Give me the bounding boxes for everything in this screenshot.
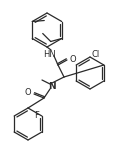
Text: HN: HN <box>44 49 56 59</box>
Text: N: N <box>48 81 56 91</box>
Text: O: O <box>69 55 76 64</box>
Text: Cl: Cl <box>92 49 100 59</box>
Text: F: F <box>34 111 39 120</box>
Text: O: O <box>24 88 31 96</box>
